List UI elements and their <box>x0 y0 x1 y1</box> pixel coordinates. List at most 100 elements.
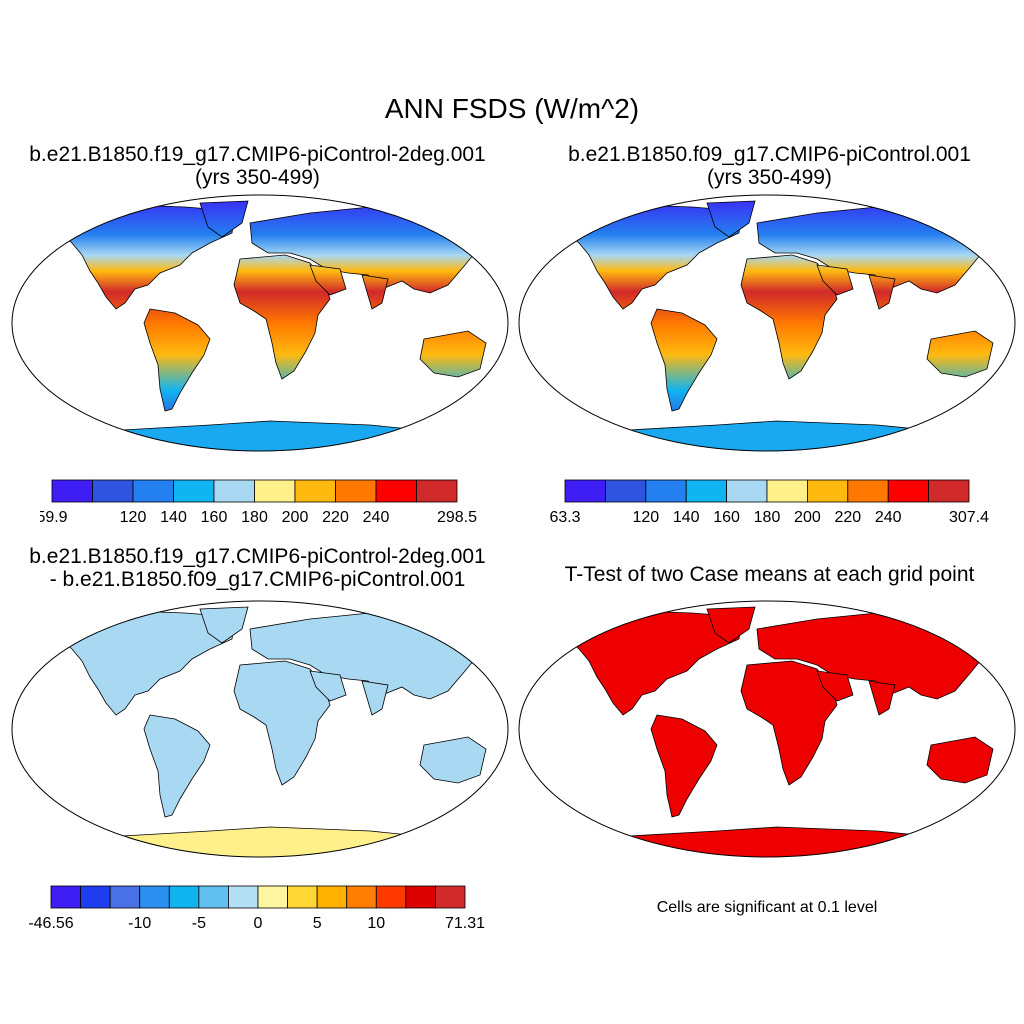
land-sa <box>650 714 718 818</box>
colorbar-swatch <box>416 479 458 503</box>
colorbar-tick-label: 120 <box>120 509 147 526</box>
land-greenland <box>199 606 249 644</box>
colorbar-swatch <box>375 885 407 909</box>
colorbar-swatch <box>213 479 255 503</box>
land-greenland <box>706 606 756 644</box>
map-panel4 <box>518 600 1016 858</box>
colorbar-tick-label: 10 <box>367 915 385 932</box>
colorbar-tick-label: 71.31 <box>445 915 485 932</box>
colorbar-swatch <box>254 479 296 503</box>
land-australia <box>419 330 487 378</box>
colorbar-swatch <box>726 479 768 503</box>
land-antarctica <box>38 420 482 451</box>
land-sa <box>650 308 718 412</box>
colorbar-swatch <box>887 479 930 503</box>
land-india <box>361 274 389 310</box>
land-sa <box>143 308 211 412</box>
panel2-title-line1: b.e21.B1850.f09_g17.CMIP6-piControl.001 <box>568 143 971 166</box>
colorbar-tick-label: 307.4 <box>949 509 989 526</box>
map-panel3 <box>11 600 509 858</box>
colorbar-tick-label: 180 <box>241 509 268 526</box>
map3-border <box>11 600 509 858</box>
map-panel1 <box>11 194 509 452</box>
land-india <box>868 274 896 310</box>
colorbar-tick-label: 140 <box>160 509 187 526</box>
colorbar-swatch <box>316 885 348 909</box>
colorbar-swatch <box>847 479 889 503</box>
colorbar-swatch <box>335 479 377 503</box>
colorbar-panel3: -46.56 -10 -5 0 5 10 71.31 <box>28 885 485 932</box>
colorbar-swatch <box>605 479 647 503</box>
colorbar-swatch <box>685 479 727 503</box>
colorbar-swatch <box>346 885 377 909</box>
colorbar-panel1: 59.9 120 140 160 180 200 220 240 298.5 <box>40 479 477 526</box>
colorbar-swatch <box>51 479 93 503</box>
colorbar-swatch <box>92 479 134 503</box>
map4-border <box>518 600 1016 858</box>
colorbar-tick-label: 140 <box>673 509 700 526</box>
colorbar-swatch <box>228 885 259 909</box>
colorbar-swatch <box>564 479 606 503</box>
land-antarctica <box>38 826 482 857</box>
land-arabia <box>816 264 854 296</box>
colorbar-tick-label: 298.5 <box>437 509 477 526</box>
figure-title: ANN FSDS (W/m^2) <box>384 93 640 124</box>
map1-border <box>11 194 509 452</box>
map4-land <box>545 606 1004 857</box>
map2-land <box>545 200 1004 451</box>
land-sa <box>143 714 211 818</box>
colorbar-swatch <box>287 885 318 909</box>
panel1-title-line2: (yrs 350-499) <box>195 166 320 190</box>
colorbar-swatch <box>139 885 170 909</box>
colorbar-swatch <box>80 885 111 909</box>
colorbar-swatch <box>435 885 466 909</box>
colorbar-swatch <box>50 885 81 909</box>
land-antarctica <box>545 826 989 857</box>
land-india <box>361 680 389 716</box>
colorbar-tick-label: 200 <box>794 509 821 526</box>
panel2-title-line2: (yrs 350-499) <box>707 166 832 190</box>
map3-land <box>38 606 497 857</box>
colorbar-swatch <box>168 885 200 909</box>
colorbar-swatch <box>294 479 336 503</box>
colorbar-swatch <box>257 885 288 909</box>
land-australia <box>926 736 994 784</box>
land-arabia <box>816 670 854 702</box>
panel4-title: T-Test of two Case means at each grid po… <box>564 563 975 586</box>
colorbar-tick-label: 160 <box>713 509 740 526</box>
colorbar-tick-label: 240 <box>363 509 390 526</box>
colorbar-swatch <box>109 885 141 909</box>
colorbar-tick-label: 200 <box>282 509 309 526</box>
panel3-title-line1: b.e21.B1850.f19_g17.CMIP6-piControl-2deg… <box>29 545 486 568</box>
colorbar-tick-label: 63.3 <box>550 509 581 526</box>
colorbar-tick-label: 120 <box>632 509 659 526</box>
land-greenland <box>706 200 756 238</box>
land-australia <box>419 736 487 784</box>
colorbar-swatch <box>928 479 970 503</box>
panel1-title: b.e21.B1850.f19_g17.CMIP6-piControl-2deg… <box>0 143 515 189</box>
colorbar-tick-label: 220 <box>834 509 861 526</box>
colorbar-tick-label: -10 <box>128 915 151 932</box>
colorbar-tick-label: -5 <box>192 915 206 932</box>
land-antarctica <box>545 420 989 451</box>
colorbar-panel2: 63.3 120 140 160 180 200 220 240 307.4 <box>550 479 989 526</box>
colorbar-tick-label: 220 <box>322 509 349 526</box>
panel3-title-line2: - b.e21.B1850.f09_g17.CMIP6-piControl.00… <box>49 568 466 592</box>
significance-note: Cells are significant at 0.1 level <box>656 899 878 916</box>
colorbar-tick-label: 0 <box>254 915 263 932</box>
colorbar-swatch <box>766 479 808 503</box>
colorbar-swatch <box>198 885 229 909</box>
panel3-title: b.e21.B1850.f19_g17.CMIP6-piControl-2deg… <box>0 545 515 591</box>
panel2-title: b.e21.B1850.f09_g17.CMIP6-piControl.001 … <box>512 143 1024 189</box>
land-greenland <box>199 200 249 238</box>
land-arabia <box>309 670 347 702</box>
colorbar-swatch <box>375 479 417 503</box>
colorbar-swatch <box>132 479 174 503</box>
colorbar-tick-label: 160 <box>201 509 228 526</box>
map2-border <box>518 194 1016 452</box>
colorbar-swatch <box>405 885 436 909</box>
colorbar-swatch <box>645 479 687 503</box>
colorbar-tick-label: 240 <box>875 509 902 526</box>
colorbar-tick-label: 180 <box>754 509 781 526</box>
map1-land <box>38 200 497 451</box>
